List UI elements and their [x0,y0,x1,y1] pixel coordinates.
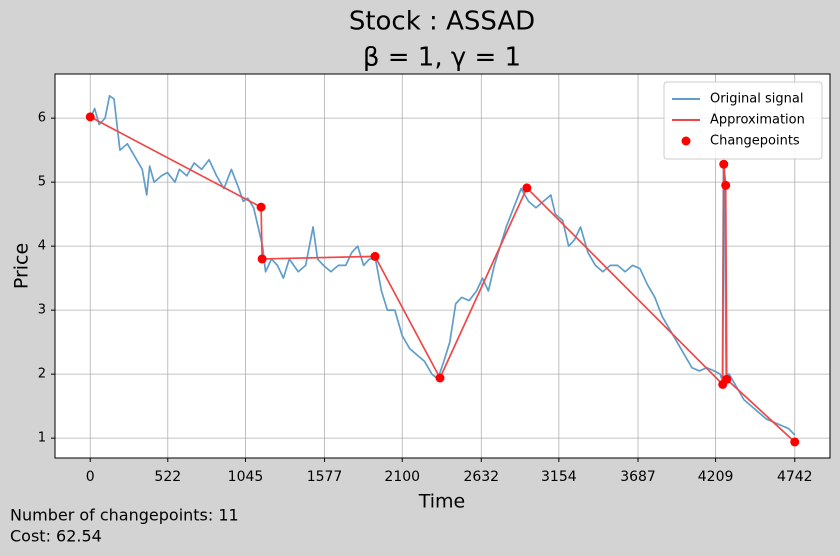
y-tick-label: 2 [38,367,46,382]
changepoint [522,183,532,193]
x-tick-label: 3687 [620,469,656,485]
plot-frame [54,73,831,459]
changepoint [85,112,95,122]
y-tick-label: 1 [38,431,46,446]
legend-label: Original signal [710,92,803,107]
chart-title: Stock : ASSAD [349,7,535,37]
y-axis-label: Price [11,243,33,289]
legend-label: Changepoints [710,134,800,149]
legend-label: Approximation [710,113,805,128]
series-line [89,94,796,436]
x-tick-label: 1045 [228,469,264,485]
x-tick-label: 4742 [777,469,813,485]
x-tick-label: 2632 [463,469,499,485]
x-tick-label: 522 [154,469,181,485]
y-tick-label: 6 [38,111,46,126]
changepoint [719,159,729,169]
changepoint [256,202,266,212]
x-axis-label: Time [418,491,466,513]
x-tick-label: 2100 [384,469,420,485]
changepoint [722,374,732,384]
annotation: Cost: 62.54 [10,527,102,546]
y-tick-label: 4 [38,239,46,254]
changepoint [370,251,380,261]
changepoint [435,373,445,383]
chart-subtitle: β = 1, γ = 1 [363,43,521,73]
x-tick-label: 3154 [541,469,577,485]
y-tick-label: 3 [38,303,46,318]
annotation: Number of changepoints: 11 [10,506,239,525]
y-tick-label: 5 [38,175,46,190]
x-tick-label: 4209 [698,469,734,485]
x-tick-label: 1577 [307,469,343,485]
changepoint [257,254,267,264]
x-tick-label: 0 [86,469,95,485]
legend-marker [681,136,691,146]
changepoint [721,180,731,190]
changepoint [790,437,800,447]
legend-box [663,81,823,160]
